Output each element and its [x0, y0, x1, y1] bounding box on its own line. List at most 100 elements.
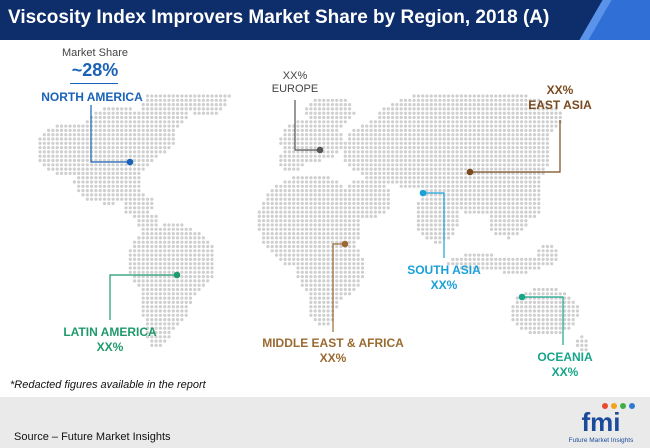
map-dot [266, 193, 270, 197]
map-dot [158, 262, 162, 266]
map-dot [382, 146, 386, 150]
map-dot [158, 292, 162, 296]
map-dot [163, 103, 167, 107]
map-dot [287, 253, 291, 257]
map-dot [270, 244, 274, 249]
map-dot [498, 176, 502, 180]
map-dot [145, 283, 150, 287]
map-dot [322, 141, 326, 145]
map-dot [451, 223, 455, 227]
map-dot [356, 184, 360, 188]
map-dot [279, 210, 283, 214]
map-dot [532, 262, 537, 266]
map-dot [141, 249, 145, 253]
map-dot [90, 176, 94, 180]
map-dot [283, 223, 287, 227]
map-dot [455, 111, 459, 115]
map-dot [343, 253, 347, 257]
map-dot [266, 236, 270, 240]
map-dot [326, 292, 330, 296]
map-dot [167, 249, 171, 253]
map-dot [317, 124, 322, 128]
map-dot [206, 240, 210, 244]
map-dot [502, 257, 506, 261]
map-dot [498, 163, 502, 167]
map-dot [378, 158, 382, 163]
map-dot [141, 214, 145, 218]
map-dot [154, 107, 158, 111]
map-dot [507, 232, 511, 236]
map-dot [188, 257, 193, 261]
map-dot [313, 103, 317, 107]
map-dot [515, 107, 519, 111]
map-dot [438, 98, 442, 102]
map-dot [446, 137, 451, 141]
map-dot [163, 133, 167, 137]
map-dot [429, 236, 433, 240]
map-dot [85, 189, 89, 193]
map-dot [72, 141, 76, 145]
map-dot [532, 287, 537, 292]
map-dot [502, 120, 506, 124]
map-dot [563, 296, 567, 300]
map-dot [309, 150, 313, 154]
map-dot [120, 128, 124, 132]
map-dot [94, 163, 98, 167]
map-dot [554, 326, 558, 330]
map-dot [537, 180, 541, 184]
map-dot [128, 180, 132, 184]
map-dot [485, 167, 489, 171]
map-dot [520, 193, 524, 197]
source-text: Source – Future Market Insights [14, 431, 171, 443]
map-dot [167, 124, 171, 128]
map-dot [330, 107, 334, 111]
map-dot [326, 176, 330, 180]
map-dot [330, 103, 334, 107]
map-dot [154, 227, 158, 231]
map-dot [563, 292, 567, 296]
map-dot [382, 184, 386, 188]
map-dot [515, 296, 519, 300]
map-dot [399, 184, 403, 188]
map-dot [270, 214, 274, 218]
map-dot [163, 266, 167, 270]
map-dot [201, 275, 205, 279]
map-dot [343, 232, 347, 236]
map-dot [369, 154, 373, 158]
map-dot [279, 244, 283, 249]
map-dot [64, 146, 68, 150]
map-dot [167, 275, 171, 279]
map-dot [158, 275, 162, 279]
map-dot [421, 197, 425, 201]
map-dot [373, 146, 377, 150]
map-dot [412, 115, 416, 120]
map-dot [335, 270, 339, 274]
map-dot [193, 262, 197, 266]
map-dot [163, 330, 167, 335]
map-dot [145, 313, 150, 317]
map-dot [188, 253, 193, 257]
map-dot [150, 283, 154, 287]
map-dot [180, 305, 184, 309]
map-dot [300, 279, 304, 283]
map-dot [511, 167, 515, 171]
map-dot [520, 313, 524, 317]
map-dot [541, 330, 545, 335]
map-dot [494, 214, 498, 218]
map-dot [507, 210, 511, 214]
map-dot [326, 305, 330, 309]
map-dot [528, 214, 532, 218]
map-dot [322, 98, 326, 102]
map-dot [502, 94, 506, 98]
map-dot [502, 141, 506, 145]
map-dot [317, 270, 322, 274]
map-dot [317, 189, 322, 193]
map-dot [219, 107, 223, 111]
map-dot [464, 128, 468, 132]
map-dot [171, 133, 175, 137]
map-dot [360, 167, 365, 171]
map-dot [446, 180, 451, 184]
map-dot [150, 322, 154, 326]
map-dot [429, 120, 433, 124]
map-dot [477, 163, 481, 167]
